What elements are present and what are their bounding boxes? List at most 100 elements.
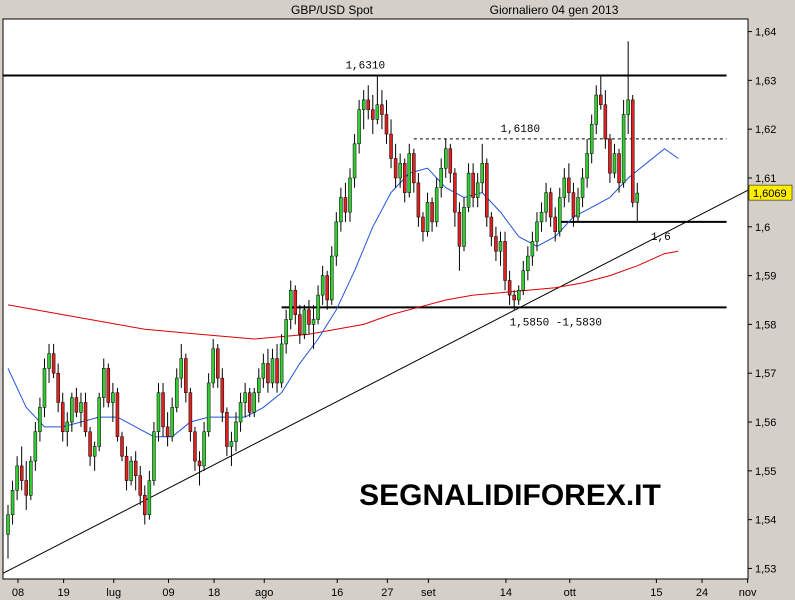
candle bbox=[444, 138, 448, 178]
candle bbox=[60, 392, 65, 442]
candle-body bbox=[366, 99, 370, 110]
candle-body bbox=[334, 221, 339, 257]
y-tick-label: 1,56 bbox=[755, 417, 776, 429]
candle bbox=[457, 202, 462, 271]
candle bbox=[348, 168, 352, 222]
candle-body bbox=[530, 241, 535, 257]
candle bbox=[147, 470, 152, 520]
candle bbox=[471, 163, 475, 208]
candle bbox=[617, 148, 621, 193]
x-tick-label: 14 bbox=[500, 587, 512, 599]
candle-body bbox=[70, 397, 74, 423]
candle-body bbox=[252, 392, 256, 413]
x-tick-label: nov bbox=[739, 587, 757, 599]
candle-body bbox=[42, 368, 47, 408]
candle-body bbox=[33, 431, 38, 462]
candle bbox=[425, 192, 430, 237]
candle-body bbox=[580, 177, 585, 198]
candle bbox=[56, 363, 60, 413]
candle bbox=[535, 212, 539, 252]
candle bbox=[275, 343, 279, 393]
candle bbox=[293, 285, 298, 325]
candle-body bbox=[425, 202, 430, 232]
candle bbox=[165, 412, 170, 447]
candle bbox=[384, 99, 389, 144]
candle bbox=[316, 285, 320, 325]
candle-body bbox=[138, 475, 142, 496]
candle-body bbox=[102, 368, 106, 398]
candle-body bbox=[238, 402, 243, 423]
candle-body bbox=[398, 163, 402, 179]
candle bbox=[402, 158, 407, 203]
candle bbox=[279, 334, 284, 388]
candle-body bbox=[471, 172, 475, 198]
candle-body bbox=[65, 421, 70, 433]
candle-body bbox=[343, 197, 348, 213]
candle-body bbox=[548, 192, 553, 218]
candle-body bbox=[485, 163, 489, 218]
candle-body bbox=[453, 172, 457, 213]
candle-body bbox=[188, 392, 193, 433]
candle bbox=[174, 368, 179, 413]
candle-body bbox=[161, 392, 165, 428]
candle bbox=[621, 99, 626, 188]
candle bbox=[494, 226, 498, 261]
candle bbox=[298, 304, 302, 344]
moving-average-slow bbox=[7, 250, 679, 340]
candle bbox=[74, 387, 79, 418]
candle-body bbox=[567, 177, 571, 193]
candles bbox=[6, 41, 640, 559]
candle bbox=[38, 397, 42, 442]
candle-body bbox=[361, 99, 366, 110]
candle-body bbox=[243, 392, 247, 403]
candle bbox=[375, 75, 380, 125]
candle-body bbox=[56, 372, 60, 403]
candle bbox=[589, 114, 594, 164]
candle bbox=[516, 285, 521, 305]
y-tick-label: 1,53 bbox=[755, 563, 776, 575]
candle-body bbox=[229, 441, 234, 447]
x-tick-label: 24 bbox=[696, 587, 708, 599]
candle-body bbox=[402, 163, 407, 193]
candle bbox=[466, 163, 471, 213]
candle bbox=[448, 143, 453, 183]
candle bbox=[553, 207, 557, 242]
candle bbox=[115, 387, 120, 442]
candle-body bbox=[626, 99, 630, 115]
candle bbox=[211, 339, 215, 388]
y-axis: 1,53 1,54 1,55 1,56 1,57 1,58 1,59 1,6 1,61 1,62 1… bbox=[748, 27, 776, 575]
candle bbox=[571, 182, 576, 227]
candle bbox=[434, 177, 439, 227]
x-tick-label: ago bbox=[255, 587, 273, 599]
candle bbox=[220, 368, 225, 423]
candle bbox=[288, 280, 293, 330]
candle bbox=[489, 212, 494, 247]
candle bbox=[133, 451, 138, 491]
candle-body bbox=[211, 348, 215, 384]
x-tick-label: 18 bbox=[208, 587, 220, 599]
y-tick-label: 1,64 bbox=[755, 27, 776, 39]
candle-body bbox=[393, 158, 398, 179]
candle bbox=[97, 392, 101, 452]
y-tick-label: 1,54 bbox=[755, 515, 776, 527]
candle bbox=[530, 231, 535, 266]
x-tick-label: 19 bbox=[57, 587, 69, 599]
candle bbox=[193, 426, 197, 471]
x-tick-label: 16 bbox=[331, 587, 343, 599]
candle bbox=[603, 90, 608, 149]
candle bbox=[261, 353, 266, 388]
candle-body bbox=[462, 207, 466, 247]
candle-body bbox=[197, 460, 202, 467]
candle bbox=[366, 85, 370, 120]
candle-body bbox=[111, 392, 115, 403]
candle-body bbox=[599, 94, 603, 106]
candle bbox=[225, 407, 229, 457]
candle bbox=[430, 197, 434, 232]
candle-body bbox=[494, 236, 498, 252]
candle-body bbox=[434, 187, 439, 223]
candle bbox=[6, 504, 10, 559]
candle-body bbox=[275, 358, 279, 384]
candle-body bbox=[489, 216, 494, 237]
